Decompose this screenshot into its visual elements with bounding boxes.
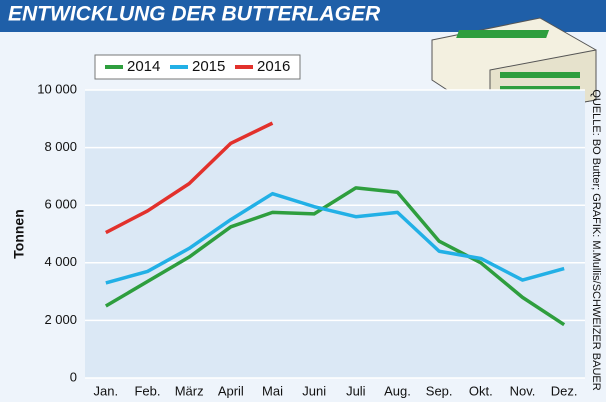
- x-tick-label: Juli: [346, 383, 366, 398]
- x-tick-label: Aug.: [384, 383, 411, 398]
- x-tick-label: Feb.: [134, 383, 160, 398]
- legend-label: 2014: [127, 58, 160, 75]
- series-line: [105, 121, 274, 235]
- y-tick-label: 8 000: [44, 139, 77, 154]
- x-tick-label: Juni: [302, 383, 326, 398]
- x-tick-label: Nov.: [510, 383, 536, 398]
- legend-label: 2015: [192, 58, 225, 75]
- y-tick-label: 0: [70, 369, 77, 384]
- series-line: [105, 191, 565, 285]
- y-tick-label: 10 000: [37, 81, 77, 96]
- plot-area: [85, 90, 585, 378]
- x-tick-label: Dez.: [551, 383, 578, 398]
- legend-label: 2016: [257, 58, 290, 75]
- y-tick-label: 6 000: [44, 197, 77, 212]
- y-tick-label: 4 000: [44, 254, 77, 269]
- x-tick-label: Sep.: [426, 383, 453, 398]
- x-tick-label: Okt.: [469, 383, 493, 398]
- x-tick-label: März: [175, 383, 204, 398]
- y-tick-label: 2 000: [44, 312, 77, 327]
- series-line: [104, 186, 566, 327]
- x-tick-label: Jan.: [94, 383, 119, 398]
- x-tick-label: April: [218, 383, 244, 398]
- x-tick-label: Mai: [262, 383, 283, 398]
- chart-title: ENTWICKLUNG DER BUTTERLAGER: [8, 3, 381, 26]
- legend: [94, 54, 301, 80]
- y-axis-label: Tonnen: [11, 209, 27, 259]
- source-note: QUELLE: BO Butter; GRAFIK: M.Mullis/SCHW…: [590, 89, 602, 390]
